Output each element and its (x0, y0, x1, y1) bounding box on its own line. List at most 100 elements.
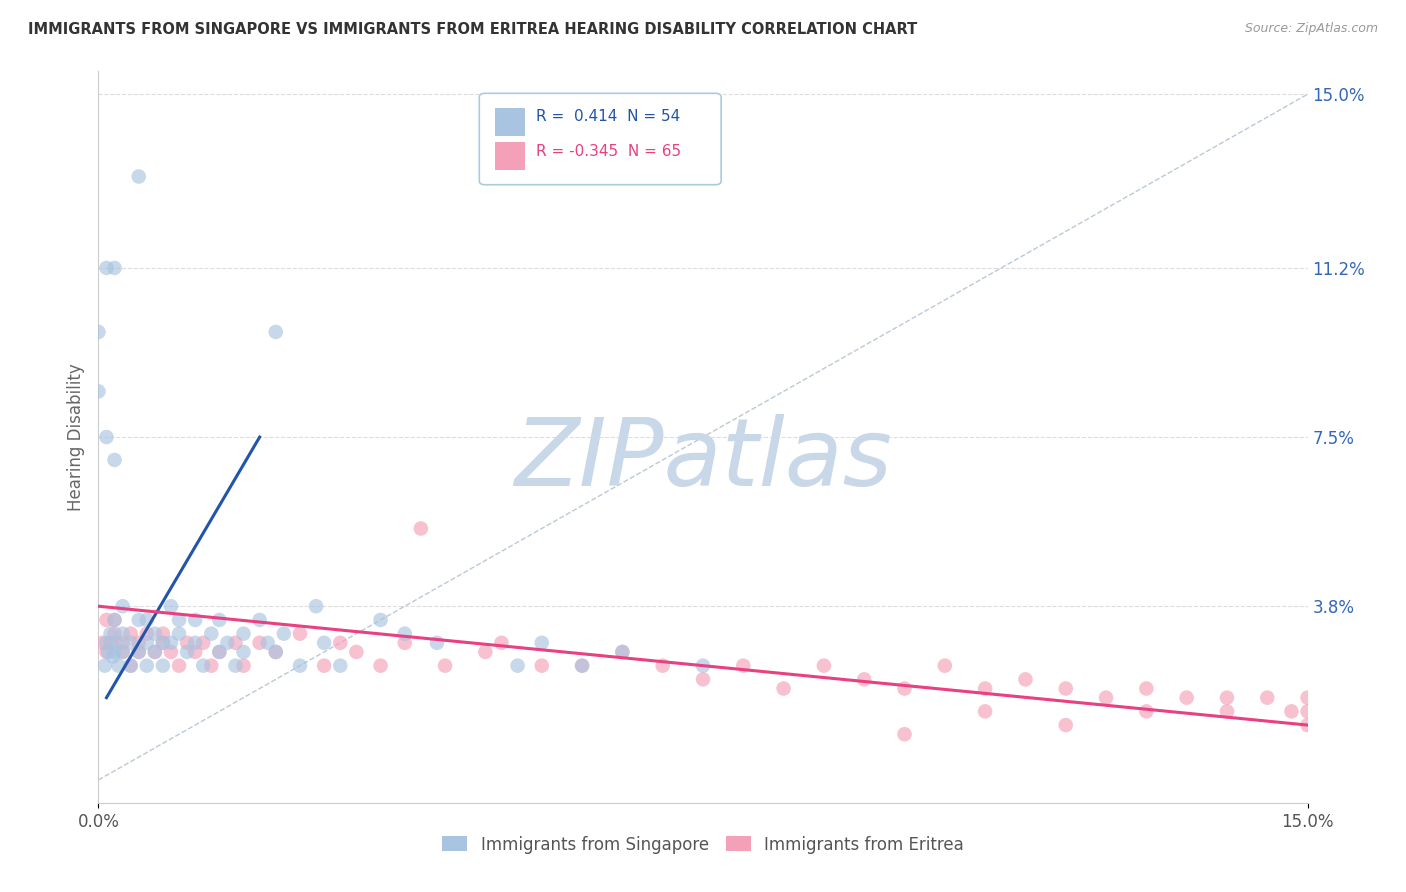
Point (1216, 690, 1239, 705)
Point (232, 626, 254, 640)
Point (100, 626, 122, 640)
Point (128, 636, 150, 650)
Point (96, 430, 118, 444)
Point (152, 658, 174, 673)
Point (135, 636, 157, 650)
FancyBboxPatch shape (479, 94, 721, 185)
Point (571, 658, 593, 673)
Point (1095, 690, 1118, 705)
Point (128, 613, 150, 627)
Point (128, 169, 150, 184)
Point (143, 645, 166, 659)
Point (934, 658, 956, 673)
Point (692, 673, 714, 687)
Point (128, 645, 150, 659)
Point (288, 626, 311, 640)
Point (208, 613, 231, 627)
Point (120, 626, 142, 640)
Point (128, 645, 150, 659)
Point (152, 636, 174, 650)
Point (111, 645, 134, 659)
Point (152, 626, 174, 640)
Point (893, 681, 915, 696)
Legend: Immigrants from Singapore, Immigrants from Eritrea: Immigrants from Singapore, Immigrants fr… (436, 829, 970, 860)
Point (1054, 718, 1077, 732)
Point (167, 626, 190, 640)
Point (329, 658, 352, 673)
Point (571, 658, 593, 673)
Point (974, 705, 997, 719)
Point (100, 636, 122, 650)
Point (107, 658, 129, 673)
Point (409, 521, 432, 535)
Point (530, 658, 553, 673)
Point (394, 626, 416, 640)
Point (200, 626, 222, 640)
Point (651, 658, 673, 673)
Bar (495, 108, 526, 136)
Point (152, 636, 174, 650)
Point (135, 658, 157, 673)
Point (232, 645, 254, 659)
Point (1135, 681, 1157, 696)
Point (176, 636, 198, 650)
Point (160, 636, 183, 650)
Point (370, 613, 392, 627)
Point (96, 613, 118, 627)
Point (111, 636, 134, 650)
Point (232, 658, 254, 673)
Text: R =  0.414  N = 54: R = 0.414 N = 54 (536, 109, 681, 124)
Point (314, 658, 336, 673)
Point (612, 645, 634, 659)
Point (87, 384, 110, 399)
Point (264, 325, 287, 339)
Bar (495, 143, 526, 170)
Point (193, 658, 215, 673)
Point (974, 681, 997, 696)
Point (692, 658, 714, 673)
Point (224, 636, 246, 650)
Point (97, 645, 120, 659)
Point (200, 658, 222, 673)
Point (733, 658, 755, 673)
Point (217, 636, 239, 650)
Point (143, 626, 166, 640)
Point (208, 645, 231, 659)
Point (612, 645, 634, 659)
Point (103, 453, 125, 467)
Point (91, 636, 114, 650)
Point (105, 636, 128, 650)
Point (94, 658, 117, 673)
Point (853, 673, 876, 687)
Point (103, 626, 125, 640)
Point (143, 645, 166, 659)
Point (344, 645, 367, 659)
Point (103, 645, 125, 659)
Point (101, 649, 124, 664)
Point (530, 636, 553, 650)
Point (370, 658, 392, 673)
Point (249, 613, 271, 627)
Point (167, 613, 190, 627)
Point (96, 260, 118, 275)
Point (193, 636, 215, 650)
Text: Source: ZipAtlas.com: Source: ZipAtlas.com (1244, 22, 1378, 36)
Point (1296, 718, 1319, 732)
Point (1256, 690, 1278, 705)
Point (135, 626, 157, 640)
Point (111, 626, 134, 640)
Point (208, 645, 231, 659)
Point (96, 636, 118, 650)
Point (224, 658, 246, 673)
Point (160, 599, 183, 614)
Point (1216, 705, 1239, 719)
Text: IMMIGRANTS FROM SINGAPORE VS IMMIGRANTS FROM ERITREA HEARING DISABILITY CORRELAT: IMMIGRANTS FROM SINGAPORE VS IMMIGRANTS … (28, 22, 917, 37)
Point (314, 636, 336, 650)
Point (273, 626, 295, 640)
Point (249, 636, 271, 650)
Point (111, 645, 134, 659)
Point (176, 645, 198, 659)
Point (474, 645, 496, 659)
Point (305, 599, 328, 614)
Point (1281, 705, 1303, 719)
